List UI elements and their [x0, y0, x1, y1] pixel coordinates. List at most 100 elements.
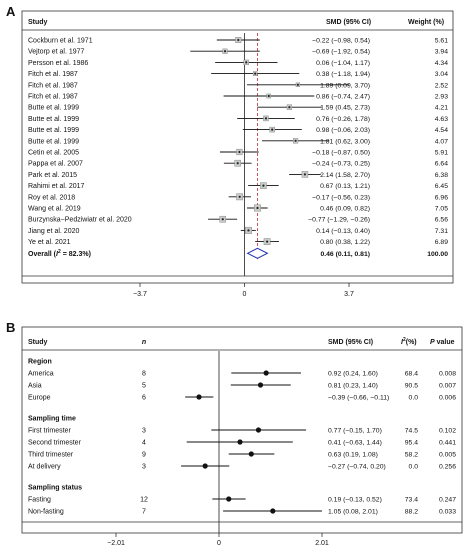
ci-text: −0.17 (−0.56, 0.23)	[312, 194, 370, 201]
point-estimate	[226, 496, 232, 502]
point-estimate	[237, 38, 240, 42]
subgroup-label: Non-fasting	[28, 509, 64, 516]
i2-value: 88.2	[405, 509, 418, 516]
point-estimate	[257, 382, 264, 388]
point-estimate	[223, 50, 227, 53]
point-estimate	[255, 427, 262, 433]
ci-text: 1.05 (0.08, 2.01)	[328, 509, 378, 516]
point-estimate	[271, 128, 274, 131]
panel-a-frame	[21, 10, 454, 284]
point-estimate	[238, 195, 241, 198]
ci-text: −0.18 (−0.87, 0.50)	[312, 150, 370, 157]
weight-text: 2.93	[435, 94, 448, 101]
p-value: 0.033	[439, 509, 456, 516]
study-label: Ye et al. 2021	[28, 239, 71, 246]
overall-diamond	[246, 247, 269, 259]
point-estimate	[254, 72, 257, 75]
p-value: 0.247	[439, 497, 456, 504]
weight-text: 6.56	[435, 217, 448, 224]
point-estimate	[236, 162, 239, 165]
i2-suffix: (%)	[406, 339, 417, 346]
panel-b-label: B	[6, 320, 15, 335]
p-value: 0.007	[439, 383, 456, 390]
ci-text: 1.81 (0.62, 3.00)	[320, 138, 370, 145]
header-weight: Weight (%)	[408, 19, 444, 26]
point-estimate	[270, 508, 276, 514]
ci-text: 0.76 (−0.26, 1.78)	[316, 116, 370, 123]
subgroup-label: Third trimester	[28, 452, 74, 459]
subgroup-n: 12	[140, 497, 148, 504]
header-i2: I2(%)	[401, 337, 417, 346]
i2-value: 0.0	[409, 395, 419, 402]
x-tick-label: 0	[217, 540, 221, 547]
weight-text: 6.45	[435, 183, 448, 190]
weight-text: 4.63	[435, 116, 448, 123]
group-heading: Sampling time	[28, 416, 76, 423]
weight-text: 7.05	[435, 206, 448, 213]
point-estimate	[237, 439, 243, 445]
ci-text: 0.46 (0.09, 0.82)	[320, 206, 370, 213]
x-tick-label: 2.01	[315, 540, 329, 547]
ci-text: 0.41 (−0.63, 1.44)	[328, 440, 382, 447]
ci-text: −0.39 (−0.66, −0.11)	[328, 395, 389, 402]
i2-symbol: I	[56, 251, 59, 258]
point-estimate	[296, 83, 299, 86]
ci-text: −0.77 (−1.29, −0.26)	[308, 217, 370, 224]
subgroup-label: America	[28, 371, 54, 378]
ci-text: 0.81 (0.23, 1.40)	[328, 383, 378, 390]
overall-label: Overall (I2 = 82.3%)	[28, 249, 91, 258]
study-label: Cetin et al. 2005	[28, 150, 79, 157]
p-value: 0.102	[439, 428, 456, 435]
i2-value: 95.4	[405, 440, 418, 447]
ci-text: 0.98 (−0.06, 2.03)	[316, 127, 370, 134]
study-label: Persson et al. 1986	[28, 60, 88, 67]
ci-text: 0.19 (−0.13, 0.52)	[328, 497, 382, 504]
weight-text: 4.34	[435, 60, 448, 67]
point-estimate	[221, 218, 224, 221]
overall-ci-text: 0.46 (0.11, 0.81)	[320, 251, 370, 258]
subgroup-n: 3	[142, 464, 146, 471]
header-smd: SMD (95% CI)	[328, 339, 373, 346]
weight-text: 3.94	[435, 49, 448, 56]
weight-text: 5.91	[435, 150, 448, 157]
p-symbol: P	[430, 339, 435, 346]
ci-text: 0.67 (0.13, 1.21)	[320, 183, 370, 190]
subgroup-n: 4	[142, 440, 146, 447]
point-estimate	[267, 94, 270, 98]
point-estimate	[263, 370, 269, 376]
p-value: 0.005	[439, 452, 456, 459]
i2-superscript: 2	[403, 337, 406, 343]
subgroup-label: Second trimester	[28, 440, 82, 447]
ci-text: 0.77 (−0.15, 1.70)	[328, 428, 382, 435]
weight-text: 7.31	[435, 228, 448, 235]
point-estimate	[196, 394, 202, 400]
study-label: Roy et al. 2018	[28, 194, 75, 201]
panel-b: B Study n SMD (95% CI) I2(%) P value Region Ame…	[6, 320, 463, 547]
study-label: Wang et al. 2019	[28, 206, 81, 213]
group-heading: Region	[28, 359, 52, 366]
i2-value: 74.5	[405, 428, 418, 435]
header-study: Study	[28, 339, 48, 346]
subgroup-label: At delivery	[28, 464, 61, 471]
subgroup-label: Asia	[28, 383, 42, 390]
panel-b-frame	[21, 326, 463, 534]
x-tick-label: −3.7	[133, 291, 147, 298]
subgroup-label: First trimester	[28, 428, 71, 435]
ci-text: 0.14 (−0.13, 0.40)	[316, 228, 370, 235]
point-estimate	[262, 184, 265, 187]
weight-text: 5.61	[435, 38, 448, 45]
point-estimate	[238, 150, 241, 154]
point-estimate	[265, 240, 269, 243]
x-tick-label: 3.7	[344, 291, 354, 298]
p-value: 0.256	[439, 464, 456, 471]
weight-text: 6.38	[435, 172, 448, 179]
study-label: Pappa et al. 2007	[28, 161, 83, 168]
overall-suffix: = 82.3%)	[61, 251, 91, 258]
p-value: 0.008	[439, 371, 456, 378]
i2-value: 68.4	[405, 371, 418, 378]
x-tick-label: 0	[243, 291, 247, 298]
ci-text: 1.89 (0.09, 3.70)	[320, 82, 370, 89]
ci-text: 0.63 (0.19, 1.08)	[328, 452, 378, 459]
ci-text: −0.22 (−0.98, 0.54)	[312, 38, 370, 45]
